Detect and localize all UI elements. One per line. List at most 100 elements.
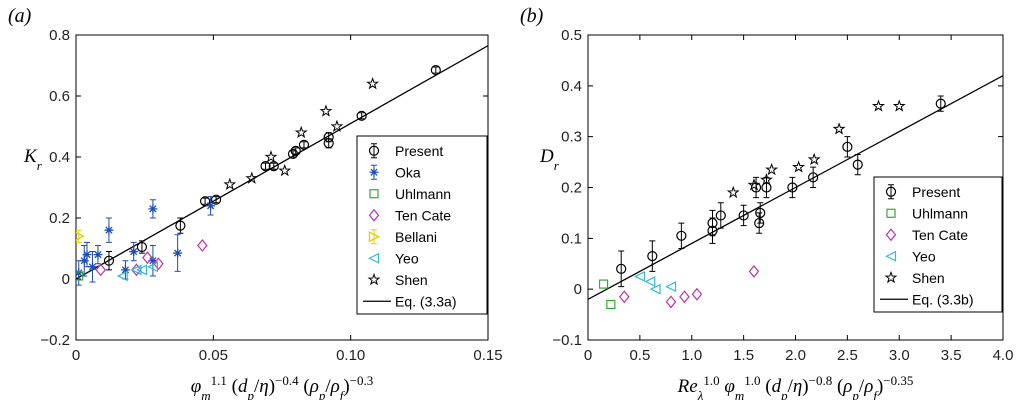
data-point [319,104,333,117]
legend-entry: Ten Cate [368,207,451,223]
data-point [430,64,441,76]
error-bar [213,196,220,204]
data-point [759,173,773,186]
legend-entry: Bellani [368,229,437,245]
error-bar [649,240,656,272]
data-point [129,247,139,257]
plot-content [588,75,1003,310]
y-tick-label: −0.2 [40,332,70,349]
fit-line [76,45,488,280]
data-point [726,185,740,199]
y-tick-label: 0.8 [49,27,70,44]
legend-label: Bellani [395,229,437,245]
data-point [366,76,380,90]
x-tick-label: 2.5 [837,347,858,364]
chart-panel-a: 0 0.05 0.10 0.15−0.200.20.40.60.8(a)Krφm1.1… [8,5,503,400]
error-bar [270,162,277,170]
series-yeo [634,270,677,295]
data-point [130,264,142,276]
data-point [330,119,344,133]
legend-label: Yeo [912,248,936,264]
data-point [872,99,885,112]
data-point [738,210,749,221]
data-point [676,230,687,241]
y-tick-label: 0.2 [49,210,70,227]
legend-label: Present [912,184,960,200]
series-present [616,95,946,288]
y-tick-label: 0.4 [561,78,582,95]
legend-label: Uhlmann [912,205,968,221]
data-point [116,270,128,282]
legend-marker [885,250,897,262]
plot-content [76,45,488,286]
legend-label: Yeo [395,250,419,266]
legend-entry: Ten Cate [885,227,968,243]
data-point [691,287,703,301]
x-tick-label: 0 [72,347,80,364]
legend-marker [369,189,379,199]
data-point [278,163,292,177]
legend-entry: Oka [369,164,421,180]
data-point [634,270,645,282]
data-point [761,182,772,193]
data-point [807,152,821,166]
data-point [223,177,237,190]
legend-entry: Eq. (3.3a) [363,293,456,309]
y-tick-label: 0 [574,281,582,298]
error-bar [105,251,112,271]
plot-area [75,34,489,341]
x-tick-label: 0 [584,347,592,364]
data-point [715,210,726,221]
legend-label: Present [395,143,443,159]
y-tick-label: 0.3 [561,129,582,146]
data-point [264,150,278,163]
chart-panel-b: 0 0.5 1.0 1.5 2.0 2.5 3.0 3.5 4.0−0.100.10.20.30… [520,5,1013,400]
data-point [707,217,718,229]
data-point [93,250,103,260]
series-present [103,64,441,271]
data-point [131,263,142,277]
error-bar [76,229,82,243]
legend-label: Eq. (3.3b) [912,291,973,307]
data-point [298,139,310,150]
data-point [665,281,677,293]
series-oka [76,196,216,286]
x-tick-label: 1.5 [733,347,754,364]
data-point [199,196,211,207]
data-point [147,261,159,273]
x-tick-label: 0.10 [336,347,365,364]
data-point [103,255,115,266]
data-point [649,283,661,295]
data-point [173,248,183,258]
legend-marker [368,145,380,156]
legend: Present Uhlmann Ten Cate Yeo Shen Eq. (3.3b) [873,176,1003,313]
data-point [606,299,616,310]
error-bar [371,229,377,245]
error-bar [757,202,764,224]
data-point [598,279,609,289]
data-point [260,161,271,172]
fit-line [588,75,1003,300]
data-point [76,268,84,278]
data-point [136,241,148,253]
legend-marker [367,272,381,286]
data-point [206,201,216,211]
legend-box [873,176,1003,313]
error-bar [432,66,439,74]
data-point [808,172,819,183]
legend-marker [368,231,381,243]
data-point [95,263,106,277]
data-point [644,276,656,288]
legend-label: Ten Cate [395,207,451,223]
x-tick-label: 3.0 [889,347,910,364]
data-point [76,231,85,241]
series-ten-cate [95,239,208,277]
error-bar [262,162,269,170]
y-axis-label: Kr [23,146,43,173]
data-point [665,295,677,309]
error-bar [177,217,184,234]
legend-label: Shen [912,270,945,286]
data-point [148,256,158,266]
data-point [290,145,301,156]
y-tick-label: −0.1 [552,332,582,349]
